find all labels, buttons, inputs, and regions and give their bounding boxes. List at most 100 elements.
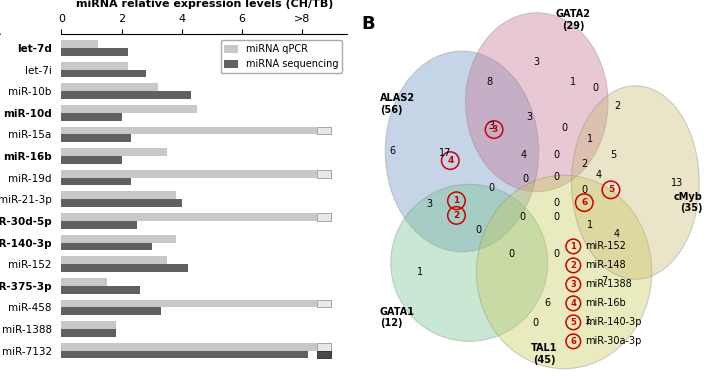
Text: 1: 1	[586, 134, 593, 144]
Text: 0: 0	[508, 249, 514, 259]
Text: 0: 0	[554, 249, 560, 259]
Text: 2: 2	[570, 261, 576, 270]
Text: 3: 3	[526, 112, 533, 122]
Text: 2: 2	[581, 159, 587, 169]
Bar	[61, 70, 145, 77]
Bar	[317, 213, 330, 221]
Text: TAL1
(45): TAL1 (45)	[531, 343, 557, 365]
Bar	[61, 343, 317, 351]
Text: 1: 1	[417, 267, 423, 277]
Text: 13: 13	[671, 177, 683, 188]
Bar	[317, 351, 330, 358]
Ellipse shape	[390, 184, 548, 341]
Text: 3: 3	[570, 280, 576, 289]
Text: GATA2
(29): GATA2 (29)	[556, 9, 591, 31]
Bar	[61, 300, 317, 308]
Text: 5: 5	[610, 150, 617, 160]
Text: 1: 1	[570, 242, 576, 251]
Text: 4: 4	[614, 229, 620, 239]
Text: 3: 3	[426, 199, 432, 209]
Bar	[61, 40, 98, 48]
Text: 1: 1	[570, 77, 576, 87]
Text: 0: 0	[488, 183, 495, 193]
Bar	[61, 113, 121, 121]
Text: 3: 3	[488, 121, 495, 131]
Text: 0: 0	[592, 83, 598, 92]
Bar	[61, 221, 137, 229]
Bar	[317, 170, 330, 177]
Text: 4: 4	[570, 299, 576, 308]
Text: 2: 2	[453, 211, 460, 220]
Text: 5: 5	[570, 318, 576, 327]
Bar	[61, 264, 188, 272]
Text: 7: 7	[602, 276, 607, 286]
Text: 1: 1	[586, 220, 593, 229]
Bar	[61, 156, 121, 164]
X-axis label: miRNA relative expression levels (CH/TB): miRNA relative expression levels (CH/TB)	[76, 0, 333, 9]
Text: 6: 6	[390, 147, 395, 156]
Text: 0: 0	[554, 212, 560, 222]
Text: 2: 2	[614, 101, 620, 111]
Text: 0: 0	[554, 150, 560, 160]
Bar	[61, 127, 317, 134]
Ellipse shape	[476, 175, 652, 369]
Bar	[61, 329, 116, 337]
Bar	[61, 91, 191, 99]
Bar	[61, 177, 131, 185]
Bar	[61, 278, 106, 286]
Text: 6: 6	[581, 198, 587, 207]
Text: GATA1
(12): GATA1 (12)	[380, 307, 415, 328]
Bar	[317, 300, 330, 308]
Ellipse shape	[571, 86, 699, 279]
Text: 3: 3	[491, 125, 497, 134]
Text: 0: 0	[523, 174, 529, 184]
Ellipse shape	[466, 13, 608, 192]
Text: 6: 6	[570, 337, 576, 346]
Text: 4: 4	[447, 156, 453, 165]
Text: miR-30a-3p: miR-30a-3p	[585, 337, 641, 346]
Text: miR-140-3p: miR-140-3p	[585, 317, 641, 327]
Ellipse shape	[385, 51, 539, 252]
Text: 1: 1	[585, 316, 591, 326]
Text: 4: 4	[596, 170, 602, 180]
Bar	[61, 105, 197, 113]
Bar	[61, 243, 152, 250]
Text: 17: 17	[440, 148, 452, 158]
Text: 3: 3	[534, 57, 540, 67]
Bar	[61, 83, 158, 91]
Bar	[317, 127, 330, 134]
Text: ALAS2
(56): ALAS2 (56)	[380, 93, 415, 115]
Bar	[61, 308, 161, 315]
Text: 0: 0	[475, 225, 482, 235]
Text: 0: 0	[561, 123, 568, 133]
Bar	[61, 351, 308, 358]
Text: 0: 0	[554, 172, 560, 182]
Bar	[61, 62, 127, 70]
Text: A: A	[0, 21, 1, 39]
Bar	[61, 170, 317, 177]
Legend: miRNA qPCR, miRNA sequencing: miRNA qPCR, miRNA sequencing	[221, 40, 342, 73]
Text: 0: 0	[519, 212, 525, 222]
Text: miR-148: miR-148	[585, 261, 625, 270]
Text: 5: 5	[608, 185, 614, 194]
Text: cMyb
(35): cMyb (35)	[674, 192, 703, 214]
Bar	[61, 256, 167, 264]
Bar	[61, 286, 140, 294]
Text: 0: 0	[554, 198, 560, 208]
Text: miR-1388: miR-1388	[585, 279, 632, 290]
Bar	[61, 148, 167, 156]
Bar	[61, 321, 116, 329]
Bar	[317, 343, 330, 351]
Bar	[61, 191, 176, 199]
Text: 8: 8	[487, 77, 492, 87]
Text: 0: 0	[532, 318, 538, 328]
Bar	[61, 48, 127, 56]
Text: 1: 1	[453, 196, 460, 205]
Text: 0: 0	[581, 185, 587, 195]
Text: 6: 6	[544, 298, 551, 308]
Text: miR-16b: miR-16b	[585, 299, 625, 308]
Bar	[61, 199, 181, 207]
Bar	[61, 134, 131, 142]
Bar	[61, 213, 317, 221]
Bar	[61, 235, 176, 243]
